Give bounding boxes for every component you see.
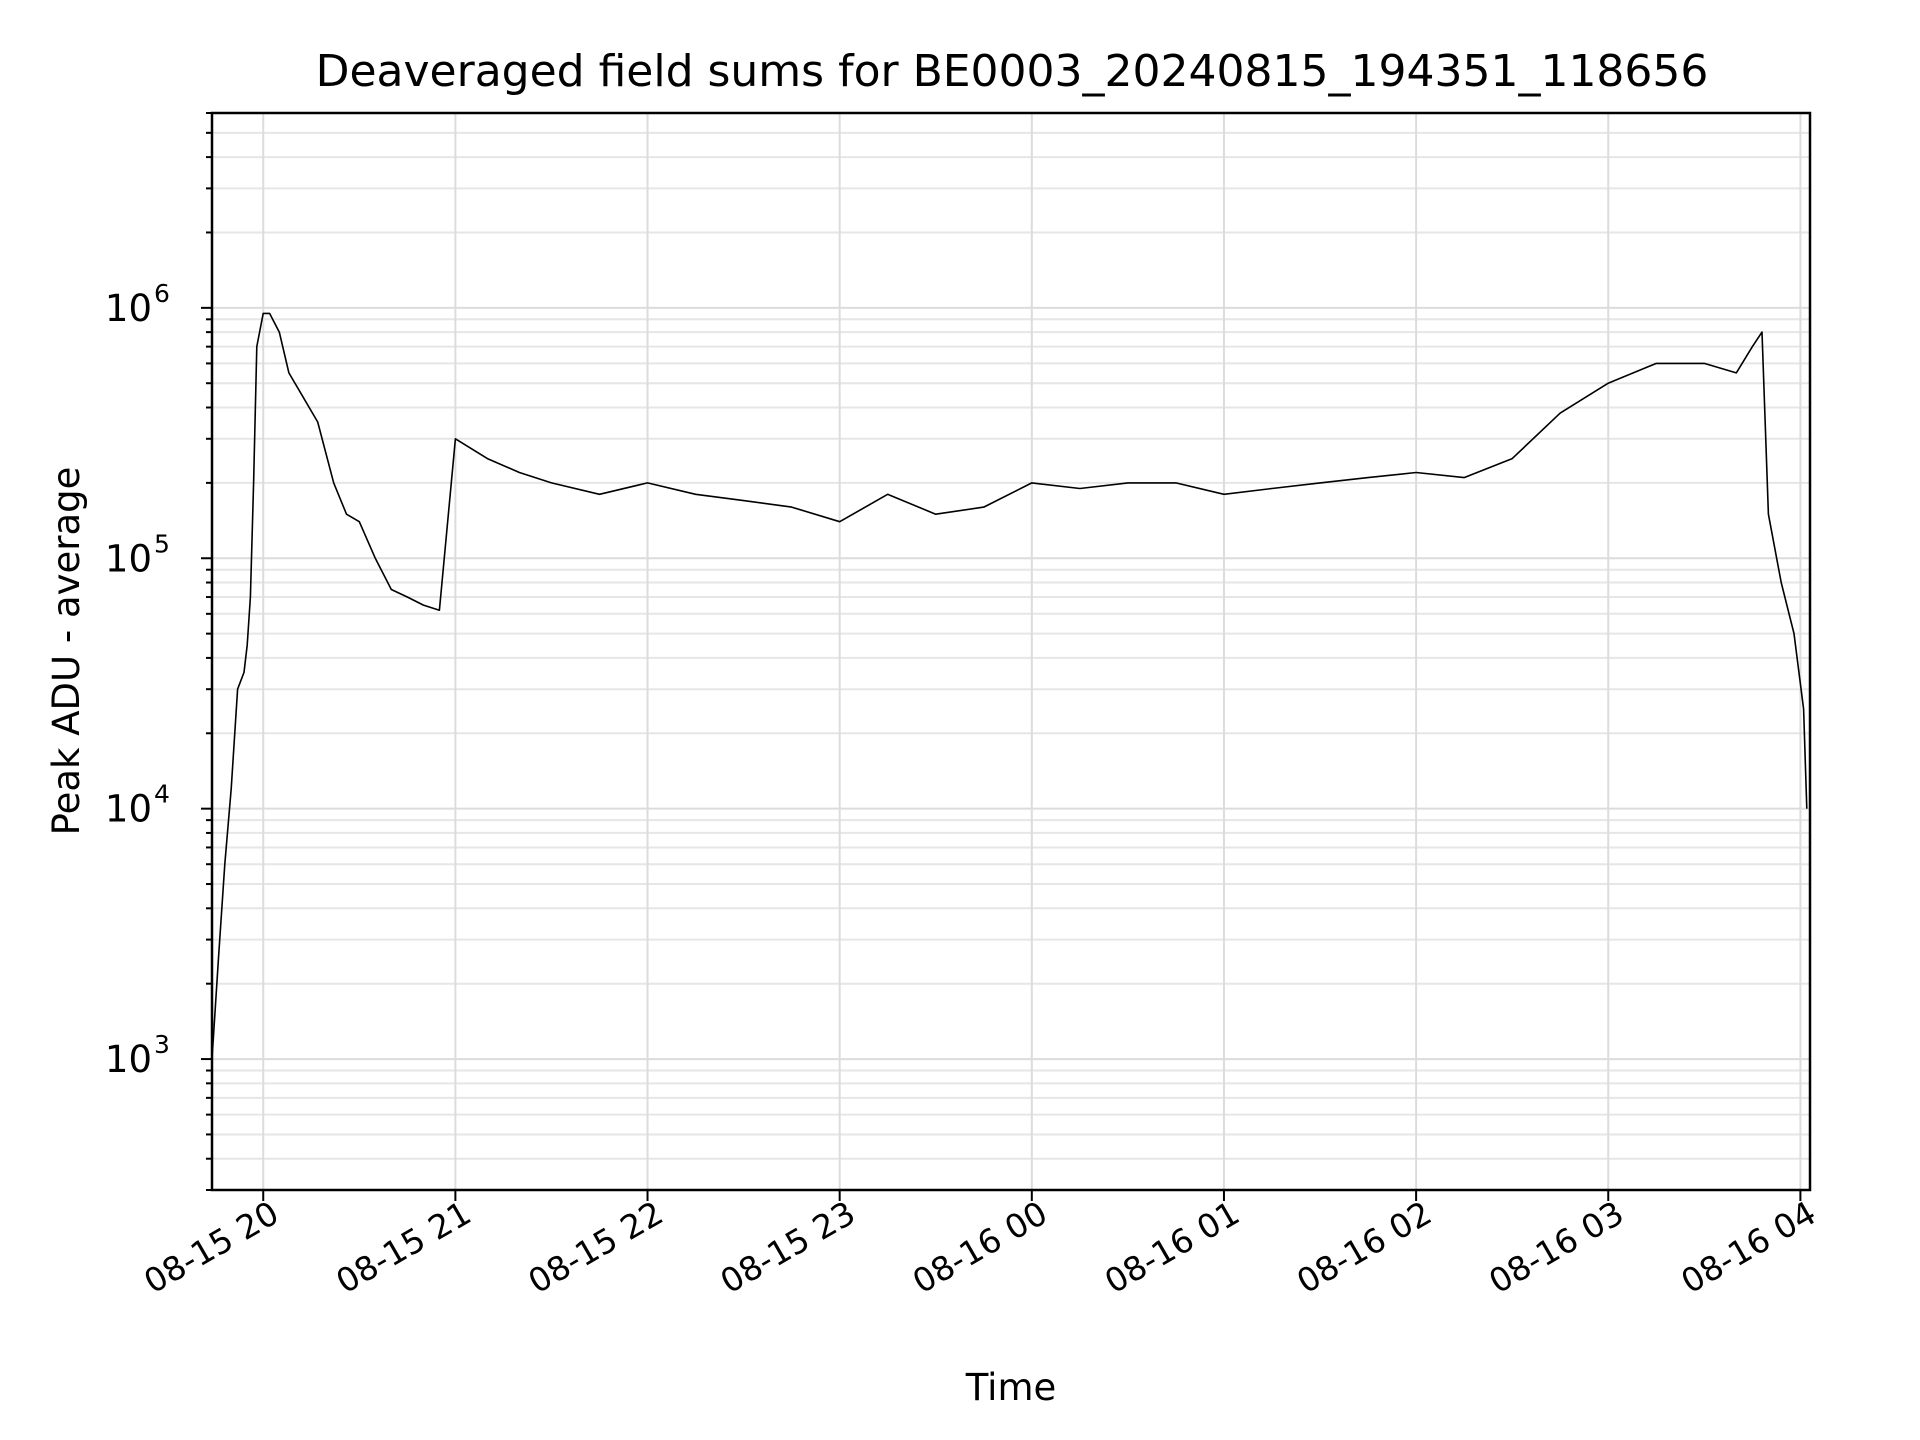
x-tick-label: 08-15 22 — [522, 1193, 670, 1301]
x-tick-label: 08-16 03 — [1482, 1193, 1630, 1301]
y-tick-label-exponent: 5 — [154, 529, 170, 558]
x-tick-label: 08-16 02 — [1290, 1193, 1438, 1301]
chart-title: Deaveraged field sums for BE0003_2024081… — [316, 46, 1709, 97]
y-tick-label-exponent: 3 — [154, 1030, 170, 1059]
y-tick-label-exponent: 4 — [154, 780, 170, 809]
y-tick-label-base: 10 — [105, 788, 152, 831]
y-tick-label-base: 10 — [105, 287, 152, 330]
x-axis-label: Time — [965, 1366, 1057, 1409]
y-axis-label: Peak ADU - average — [45, 467, 88, 836]
y-tick-label-exponent: 6 — [154, 279, 170, 308]
x-tick-label: 08-16 04 — [1674, 1193, 1822, 1301]
x-tick-label: 08-15 21 — [329, 1193, 477, 1301]
series-line — [211, 312, 1808, 1060]
grid — [212, 112, 1810, 1191]
x-axis: 08-15 20 08-15 21 08-15 22 08-15 23 08-16 00… — [137, 1190, 1822, 1301]
x-tick-label: 08-15 20 — [137, 1193, 285, 1301]
plot-frame — [210, 111, 1812, 1192]
x-tick-label: 08-16 00 — [906, 1193, 1054, 1301]
y-tick-label-base: 10 — [105, 1038, 152, 1081]
y-tick-label-base: 10 — [105, 537, 152, 580]
x-tick-label: 08-15 23 — [714, 1193, 862, 1301]
x-tick-label: 08-16 01 — [1098, 1193, 1246, 1301]
series-layer — [211, 312, 1808, 1060]
